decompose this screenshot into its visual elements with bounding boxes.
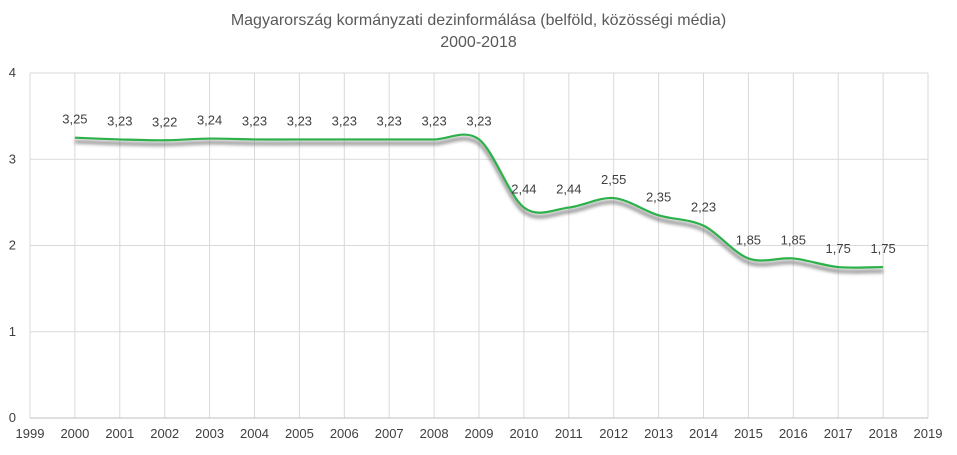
x-tick-label: 2012 (599, 426, 628, 441)
chart-subtitle: 2000-2018 (440, 34, 517, 51)
y-tick-label: 4 (9, 65, 16, 80)
data-point (477, 137, 481, 141)
x-tick-label: 1999 (16, 426, 45, 441)
x-tick-label: 2016 (779, 426, 808, 441)
data-label: 3,22 (152, 114, 177, 129)
data-point (791, 256, 795, 260)
series-line-shadow (74, 136, 884, 274)
data-label: 3,24 (197, 113, 222, 128)
x-tick-label: 2015 (734, 426, 763, 441)
axes: 1999 2000 2001 2002 2003 2004 2005 2006 2007 2008… (9, 65, 943, 441)
x-tick-label: 2003 (195, 426, 224, 441)
data-point (253, 137, 257, 141)
series-layer (73, 133, 885, 274)
data-label: 3,23 (421, 113, 446, 128)
data-label: 2,55 (601, 172, 626, 187)
data-label: 1,75 (870, 241, 895, 256)
data-point (567, 206, 571, 210)
data-label: 1,85 (736, 232, 761, 247)
data-point (387, 137, 391, 141)
data-label: 3,23 (377, 113, 402, 128)
data-label: 3,23 (332, 113, 357, 128)
chart-title-block: Magyarország kormányzati dezinformálása … (0, 10, 957, 54)
data-labels: 3,25 3,23 3,22 3,24 3,23 3,23 3,23 3,23 3,23 3,23… (62, 112, 896, 256)
x-tick-label: 2019 (914, 426, 943, 441)
data-label: 2,44 (511, 182, 536, 197)
x-tick-label: 2002 (150, 426, 179, 441)
data-point (208, 137, 212, 141)
data-point (118, 137, 122, 141)
data-point (522, 206, 526, 210)
x-tick-label: 2018 (869, 426, 898, 441)
data-label: 3,23 (107, 113, 132, 128)
data-label: 3,25 (62, 112, 87, 127)
data-point (297, 137, 301, 141)
data-label: 1,85 (781, 232, 806, 247)
data-label: 3,23 (466, 113, 491, 128)
data-label: 3,23 (287, 113, 312, 128)
x-tick-label: 2005 (285, 426, 314, 441)
x-tick-label: 2001 (105, 426, 134, 441)
y-tick-label: 0 (9, 410, 16, 425)
data-point (432, 137, 436, 141)
x-tick-label: 2004 (240, 426, 269, 441)
x-tick-label: 2008 (420, 426, 449, 441)
x-tick-label: 2000 (60, 426, 89, 441)
x-tick-label: 2013 (644, 426, 673, 441)
y-tick-label: 2 (9, 238, 16, 253)
y-tick-label: 3 (9, 151, 16, 166)
x-tick-label: 2017 (824, 426, 853, 441)
data-point (746, 256, 750, 260)
chart-title: Magyarország kormányzati dezinformálása … (230, 12, 727, 29)
x-tick-label: 2009 (465, 426, 494, 441)
data-point (881, 265, 885, 269)
data-label: 2,35 (646, 189, 671, 204)
data-label: 1,75 (826, 241, 851, 256)
data-point (657, 213, 661, 217)
data-label: 2,23 (691, 200, 716, 215)
x-tick-label: 2011 (555, 426, 583, 441)
x-tick-label: 2014 (689, 426, 718, 441)
data-point (163, 138, 167, 142)
data-point (73, 136, 77, 140)
x-tick-label: 2007 (375, 426, 404, 441)
data-label: 2,44 (556, 182, 581, 197)
series-line (74, 133, 884, 269)
data-point (702, 224, 706, 228)
data-label: 3,23 (242, 113, 267, 128)
x-tick-label: 2006 (330, 426, 359, 441)
x-tick-label: 2010 (509, 426, 538, 441)
data-point (836, 265, 840, 269)
y-tick-label: 1 (9, 324, 16, 339)
data-point (342, 137, 346, 141)
data-point (612, 196, 616, 200)
